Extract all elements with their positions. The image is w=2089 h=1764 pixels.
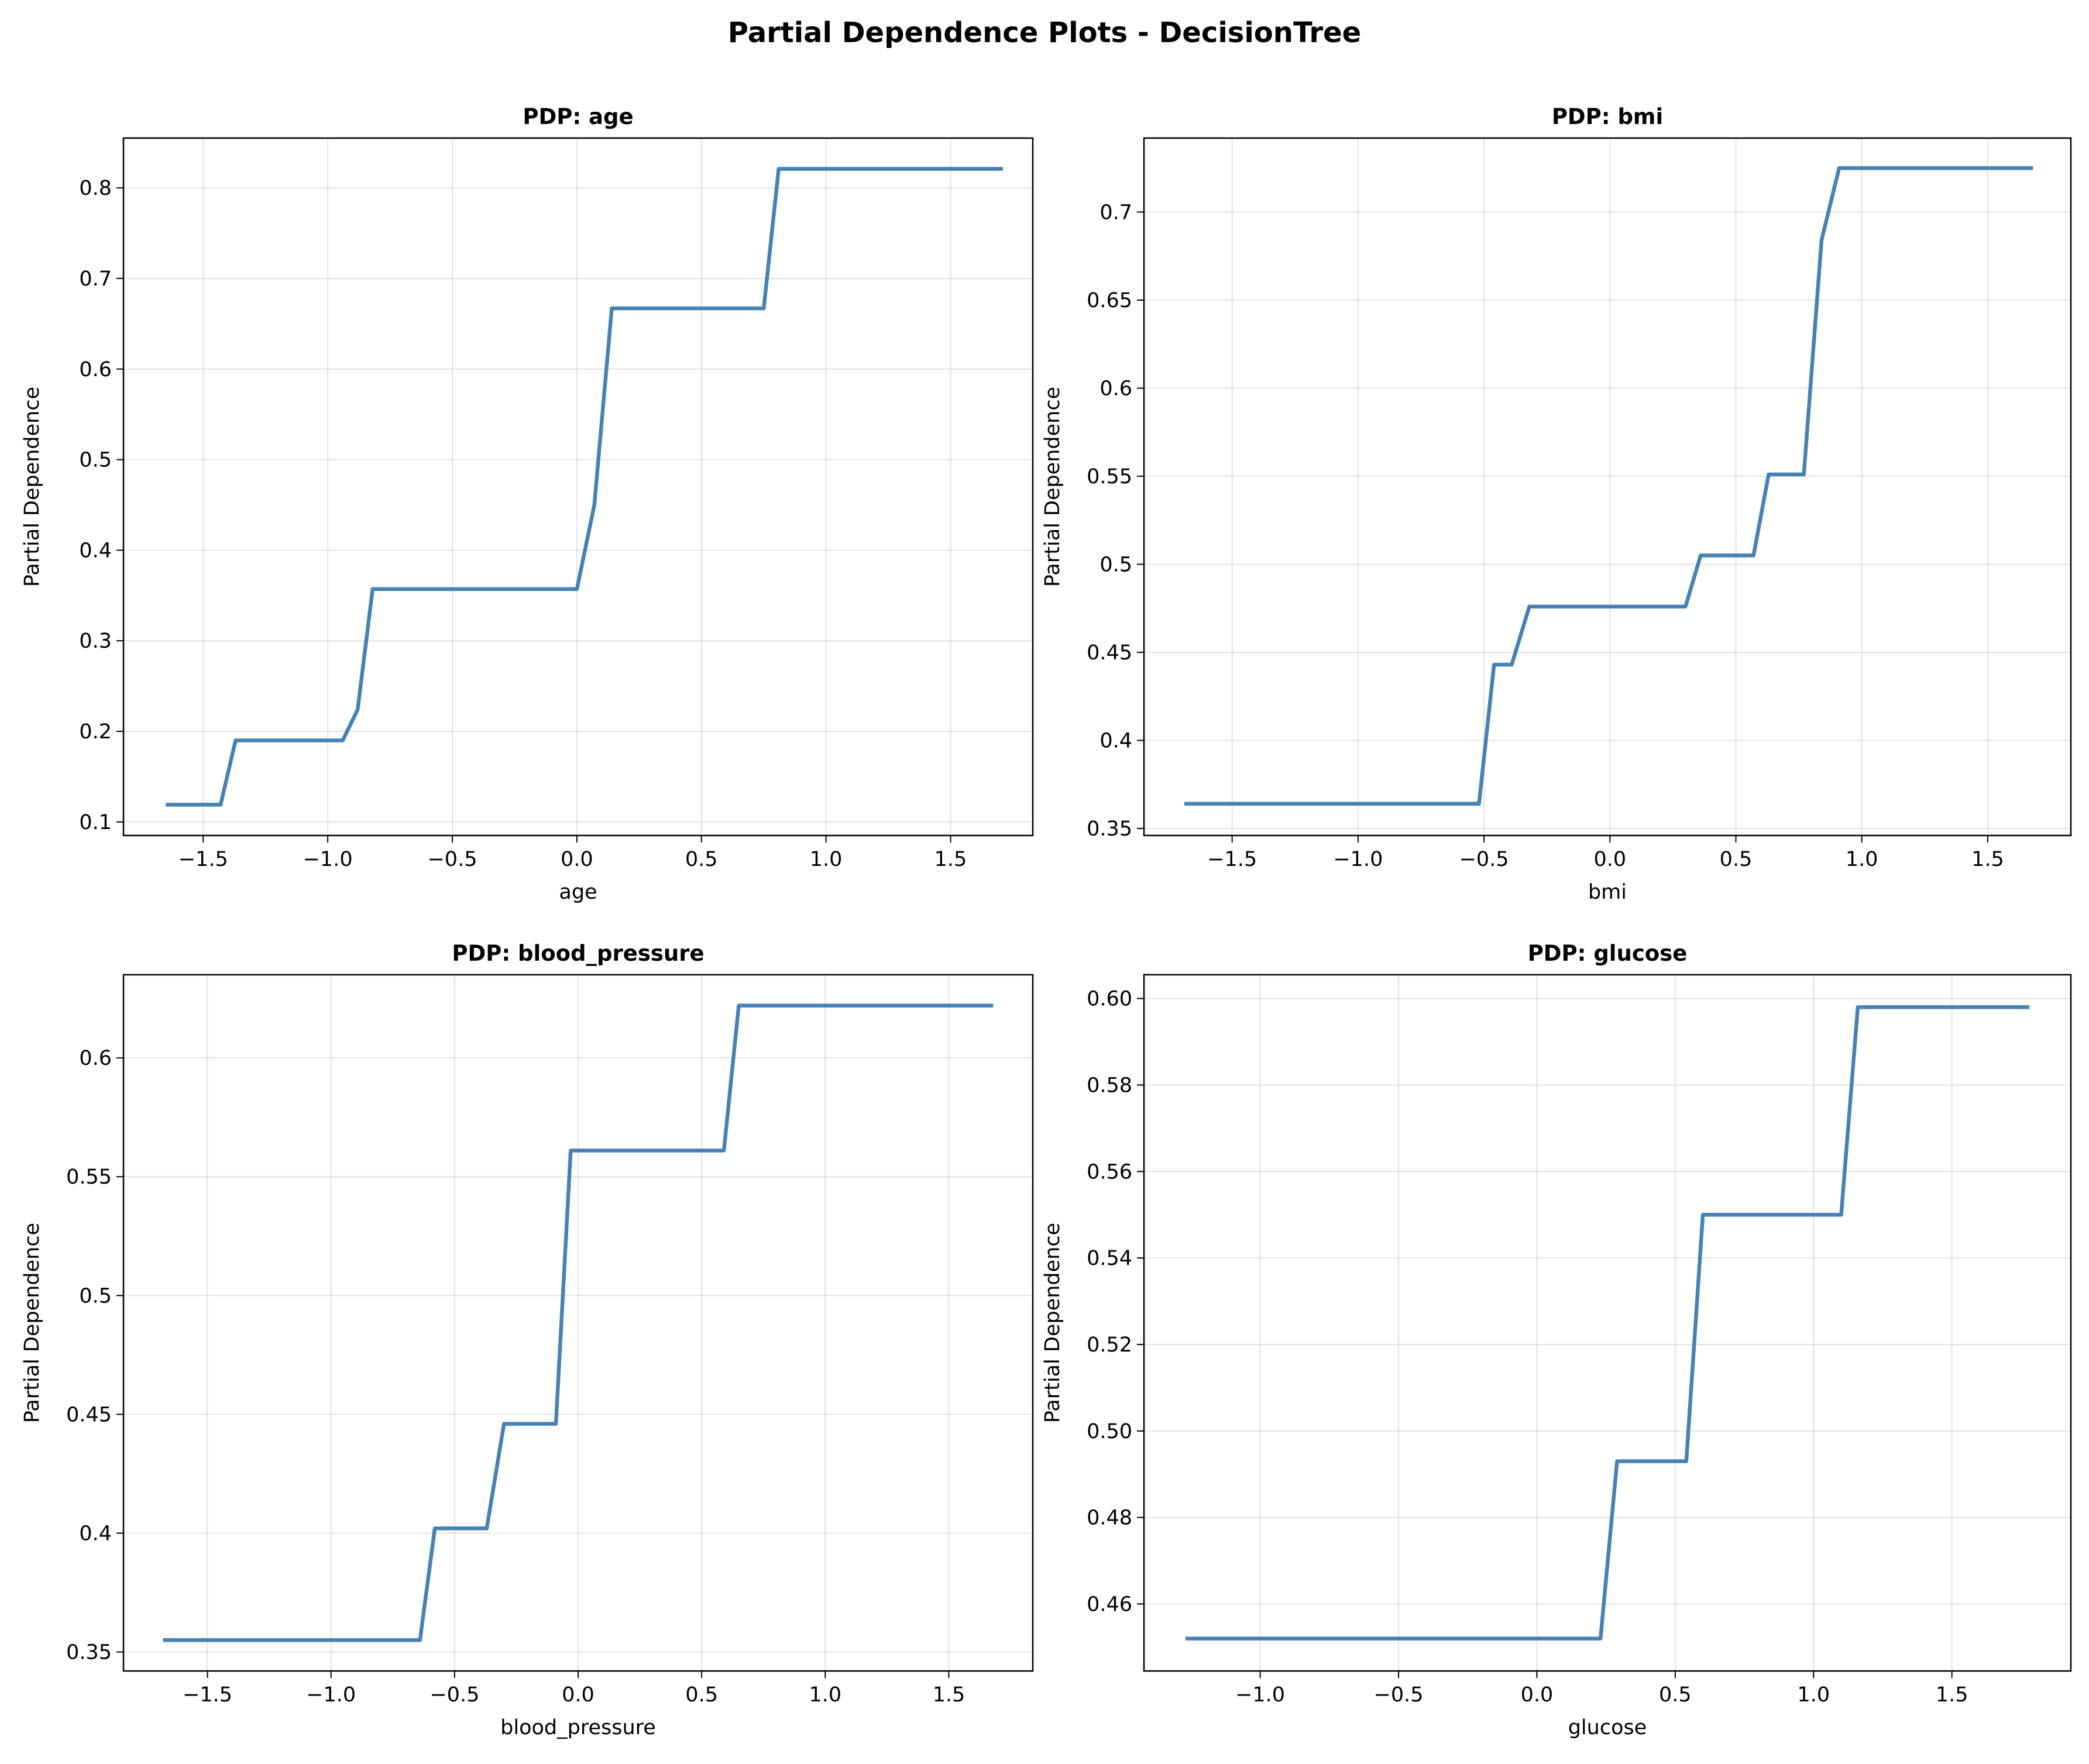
x-axis-label: glucose: [1568, 1716, 1647, 1739]
x-axis-label: age: [559, 881, 597, 904]
y-axis-label: Partial Dependence: [1041, 1223, 1064, 1423]
x-tick-label: 0.0: [562, 1683, 595, 1707]
x-tick-label: −1.0: [303, 848, 353, 871]
y-tick-label: 0.48: [1087, 1507, 1132, 1530]
y-tick-label: 0.35: [1087, 817, 1132, 841]
y-tick-label: 0.5: [1100, 553, 1132, 576]
x-tick-label: 0.0: [561, 848, 593, 871]
y-tick-label: 0.54: [1087, 1247, 1132, 1270]
y-tick-label: 0.6: [79, 358, 112, 381]
subplot-title: PDP: bmi: [1552, 104, 1663, 129]
y-axis-label: Partial Dependence: [20, 387, 44, 587]
subplot-title: PDP: age: [523, 104, 633, 129]
y-tick-label: 0.52: [1087, 1333, 1132, 1357]
x-tick-label: −1.0: [1235, 1683, 1285, 1707]
x-tick-label: 1.5: [934, 848, 967, 871]
x-tick-label: 1.5: [933, 1683, 966, 1707]
y-tick-label: 0.7: [1100, 201, 1132, 224]
x-tick-label: −0.5: [1459, 848, 1509, 871]
y-axis-label: Partial Dependence: [1041, 387, 1064, 587]
y-tick-label: 0.45: [66, 1403, 112, 1426]
y-tick-label: 0.7: [79, 267, 112, 291]
subplot-4: −1.0 −0.5 0.0 0.5 1.0 1.5 0.46 0.48 0.50 0.52 0.54…: [1041, 941, 2072, 1739]
x-tick-label: 0.0: [1521, 1683, 1554, 1707]
y-tick-label: 0.6: [79, 1047, 112, 1070]
y-tick-label: 0.65: [1087, 289, 1132, 312]
x-tick-label: 0.5: [1720, 848, 1753, 871]
x-tick-label: −1.5: [178, 848, 228, 871]
y-tick-label: 0.4: [79, 539, 112, 562]
x-tick-label: 1.5: [1936, 1683, 1968, 1707]
axes-frame: [1143, 974, 2072, 1672]
x-tick-label: 1.0: [1797, 1683, 1830, 1707]
x-axis-label: bmi: [1588, 881, 1627, 904]
y-tick-label: 0.55: [66, 1165, 112, 1189]
y-tick-label: 0.4: [79, 1522, 112, 1545]
y-tick-label: 0.2: [79, 720, 112, 744]
axes-frame: [1143, 137, 2072, 837]
y-tick-label: 0.5: [79, 449, 112, 472]
x-tick-label: 1.5: [1971, 848, 2004, 871]
x-tick-label: 1.0: [810, 848, 843, 871]
y-tick-label: 0.56: [1087, 1160, 1132, 1184]
y-tick-label: 0.5: [79, 1284, 112, 1308]
subplot-3: −1.5 −1.0 −0.5 0.0 0.5 1.0 1.5 0.35 0.4 0.45 0.5 0.…: [20, 941, 1034, 1739]
x-tick-label: 0.5: [1659, 1683, 1692, 1707]
x-axis-label: blood_pressure: [500, 1716, 656, 1739]
axes-frame: [122, 137, 1034, 837]
y-tick-label: 0.55: [1087, 465, 1132, 489]
x-tick-label: 0.5: [685, 1683, 718, 1707]
y-tick-label: 0.60: [1087, 988, 1132, 1011]
y-tick-label: 0.3: [79, 630, 112, 653]
pdp-line: [1185, 1005, 2030, 1641]
y-tick-label: 0.4: [1100, 729, 1132, 752]
x-tick-label: −1.5: [183, 1683, 232, 1707]
y-tick-label: 0.46: [1087, 1593, 1132, 1616]
x-tick-label: 1.0: [809, 1683, 841, 1707]
x-tick-label: −0.5: [427, 848, 477, 871]
pdp-line: [1184, 166, 2033, 806]
x-tick-label: −0.5: [430, 1683, 479, 1707]
subplot-grid: −1.5 −1.0 −0.5 0.0 0.5 1.0 1.50.10.20.30.40.50…: [20, 104, 2072, 1739]
subplot-title: PDP: glucose: [1528, 941, 1688, 966]
pdp-line: [166, 167, 1003, 807]
y-tick-label: 0.8: [79, 177, 112, 200]
y-axis-label: Partial Dependence: [20, 1223, 44, 1423]
x-tick-label: −1.0: [1333, 848, 1383, 871]
x-tick-label: −1.5: [1207, 848, 1257, 871]
x-tick-label: −1.0: [306, 1683, 356, 1707]
x-tick-label: −0.5: [1374, 1683, 1424, 1707]
y-tick-label: 0.50: [1087, 1420, 1132, 1443]
x-tick-label: 1.0: [1846, 848, 1878, 871]
y-tick-label: 0.35: [66, 1641, 112, 1665]
y-tick-label: 0.1: [79, 811, 112, 834]
figure-title: Partial Dependence Plots - DecisionTree: [728, 16, 1361, 49]
y-tick-label: 0.6: [1100, 377, 1132, 400]
x-tick-label: 0.0: [1593, 848, 1626, 871]
pdp-line: [163, 1003, 994, 1642]
subplot-title: PDP: blood_pressure: [452, 941, 704, 966]
y-tick-label: 0.45: [1087, 641, 1132, 665]
subplot-1: −1.5 −1.0 −0.5 0.0 0.5 1.0 1.5 0.1 0.2 0.3 0.4 0.5 0…: [20, 104, 1034, 904]
x-tick-label: 0.5: [685, 848, 718, 871]
y-tick-label: 0.58: [1087, 1074, 1132, 1097]
subplot-2: −1.5 −1.0 −0.5 0.0 0.5 1.0 1.5 0.35 0.4 0.45 0.5 0.…: [1041, 104, 2072, 904]
